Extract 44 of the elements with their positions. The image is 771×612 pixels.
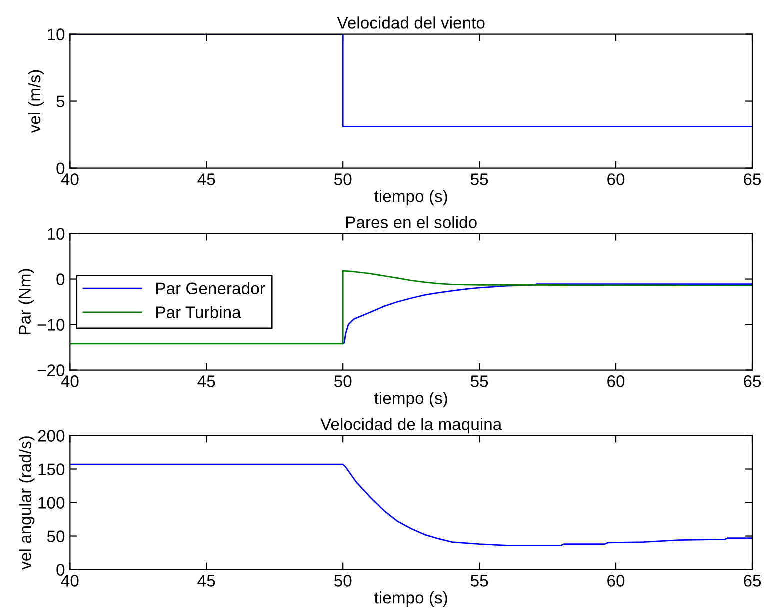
y-tick-label: 0 [56,162,65,175]
line-series [70,464,752,546]
x-tick-label: 45 [198,174,216,186]
y-tick-label: 5 [56,96,65,108]
x-tick-label: 60 [608,174,625,186]
x-tick-label: 55 [470,174,488,186]
x-tick-label: 65 [744,376,762,388]
y-axis-title: vel angular (rad/s) [19,436,35,570]
x-tick-label: 60 [608,376,625,388]
x-tick-label: 55 [470,376,488,388]
y-tick-label: 150 [38,464,65,476]
x-tick-label: 50 [334,575,352,587]
chart-title: Velocidad del viento [337,16,485,29]
x-tick-label: 50 [334,174,352,186]
legend-label: Par Generador [156,282,266,295]
y-tick-label: 100 [38,497,65,509]
line-series [70,270,752,345]
y-tick-label: 0 [56,274,65,286]
x-tick-label: 55 [470,575,488,587]
y-tick-label: −10 [38,319,65,331]
chart-title: Velocidad de la maquina [320,418,502,434]
y-tick-label: 50 [47,530,65,542]
x-axis-title: tiempo (s) [374,190,448,206]
x-tick-label: 40 [61,575,79,587]
x-tick-label: 40 [61,174,79,186]
x-tick-label: 45 [198,376,216,388]
line-series [342,284,752,345]
x-tick-label: 65 [744,575,762,587]
y-tick-label: 10 [48,28,65,40]
y-axis-title: Par (Nm) [18,269,34,334]
y-tick-label: −20 [38,364,65,376]
chart-title: Pares en el solido [346,216,477,228]
y-tick-label: 200 [38,430,65,442]
y-axis-title: vel (m/s) [28,70,44,134]
y-tick-label: 0 [56,564,65,576]
legend-label: Par Turbina [156,306,242,318]
x-tick-label: 65 [744,174,762,186]
x-axis-title: tiempo (s) [374,592,448,608]
y-tick-label: 10 [48,228,65,240]
x-axis-title: tiempo (s) [374,392,448,408]
x-tick-label: 50 [334,376,352,388]
x-tick-label: 40 [61,376,79,388]
x-tick-label: 45 [198,575,216,587]
x-tick-label: 60 [608,575,625,587]
